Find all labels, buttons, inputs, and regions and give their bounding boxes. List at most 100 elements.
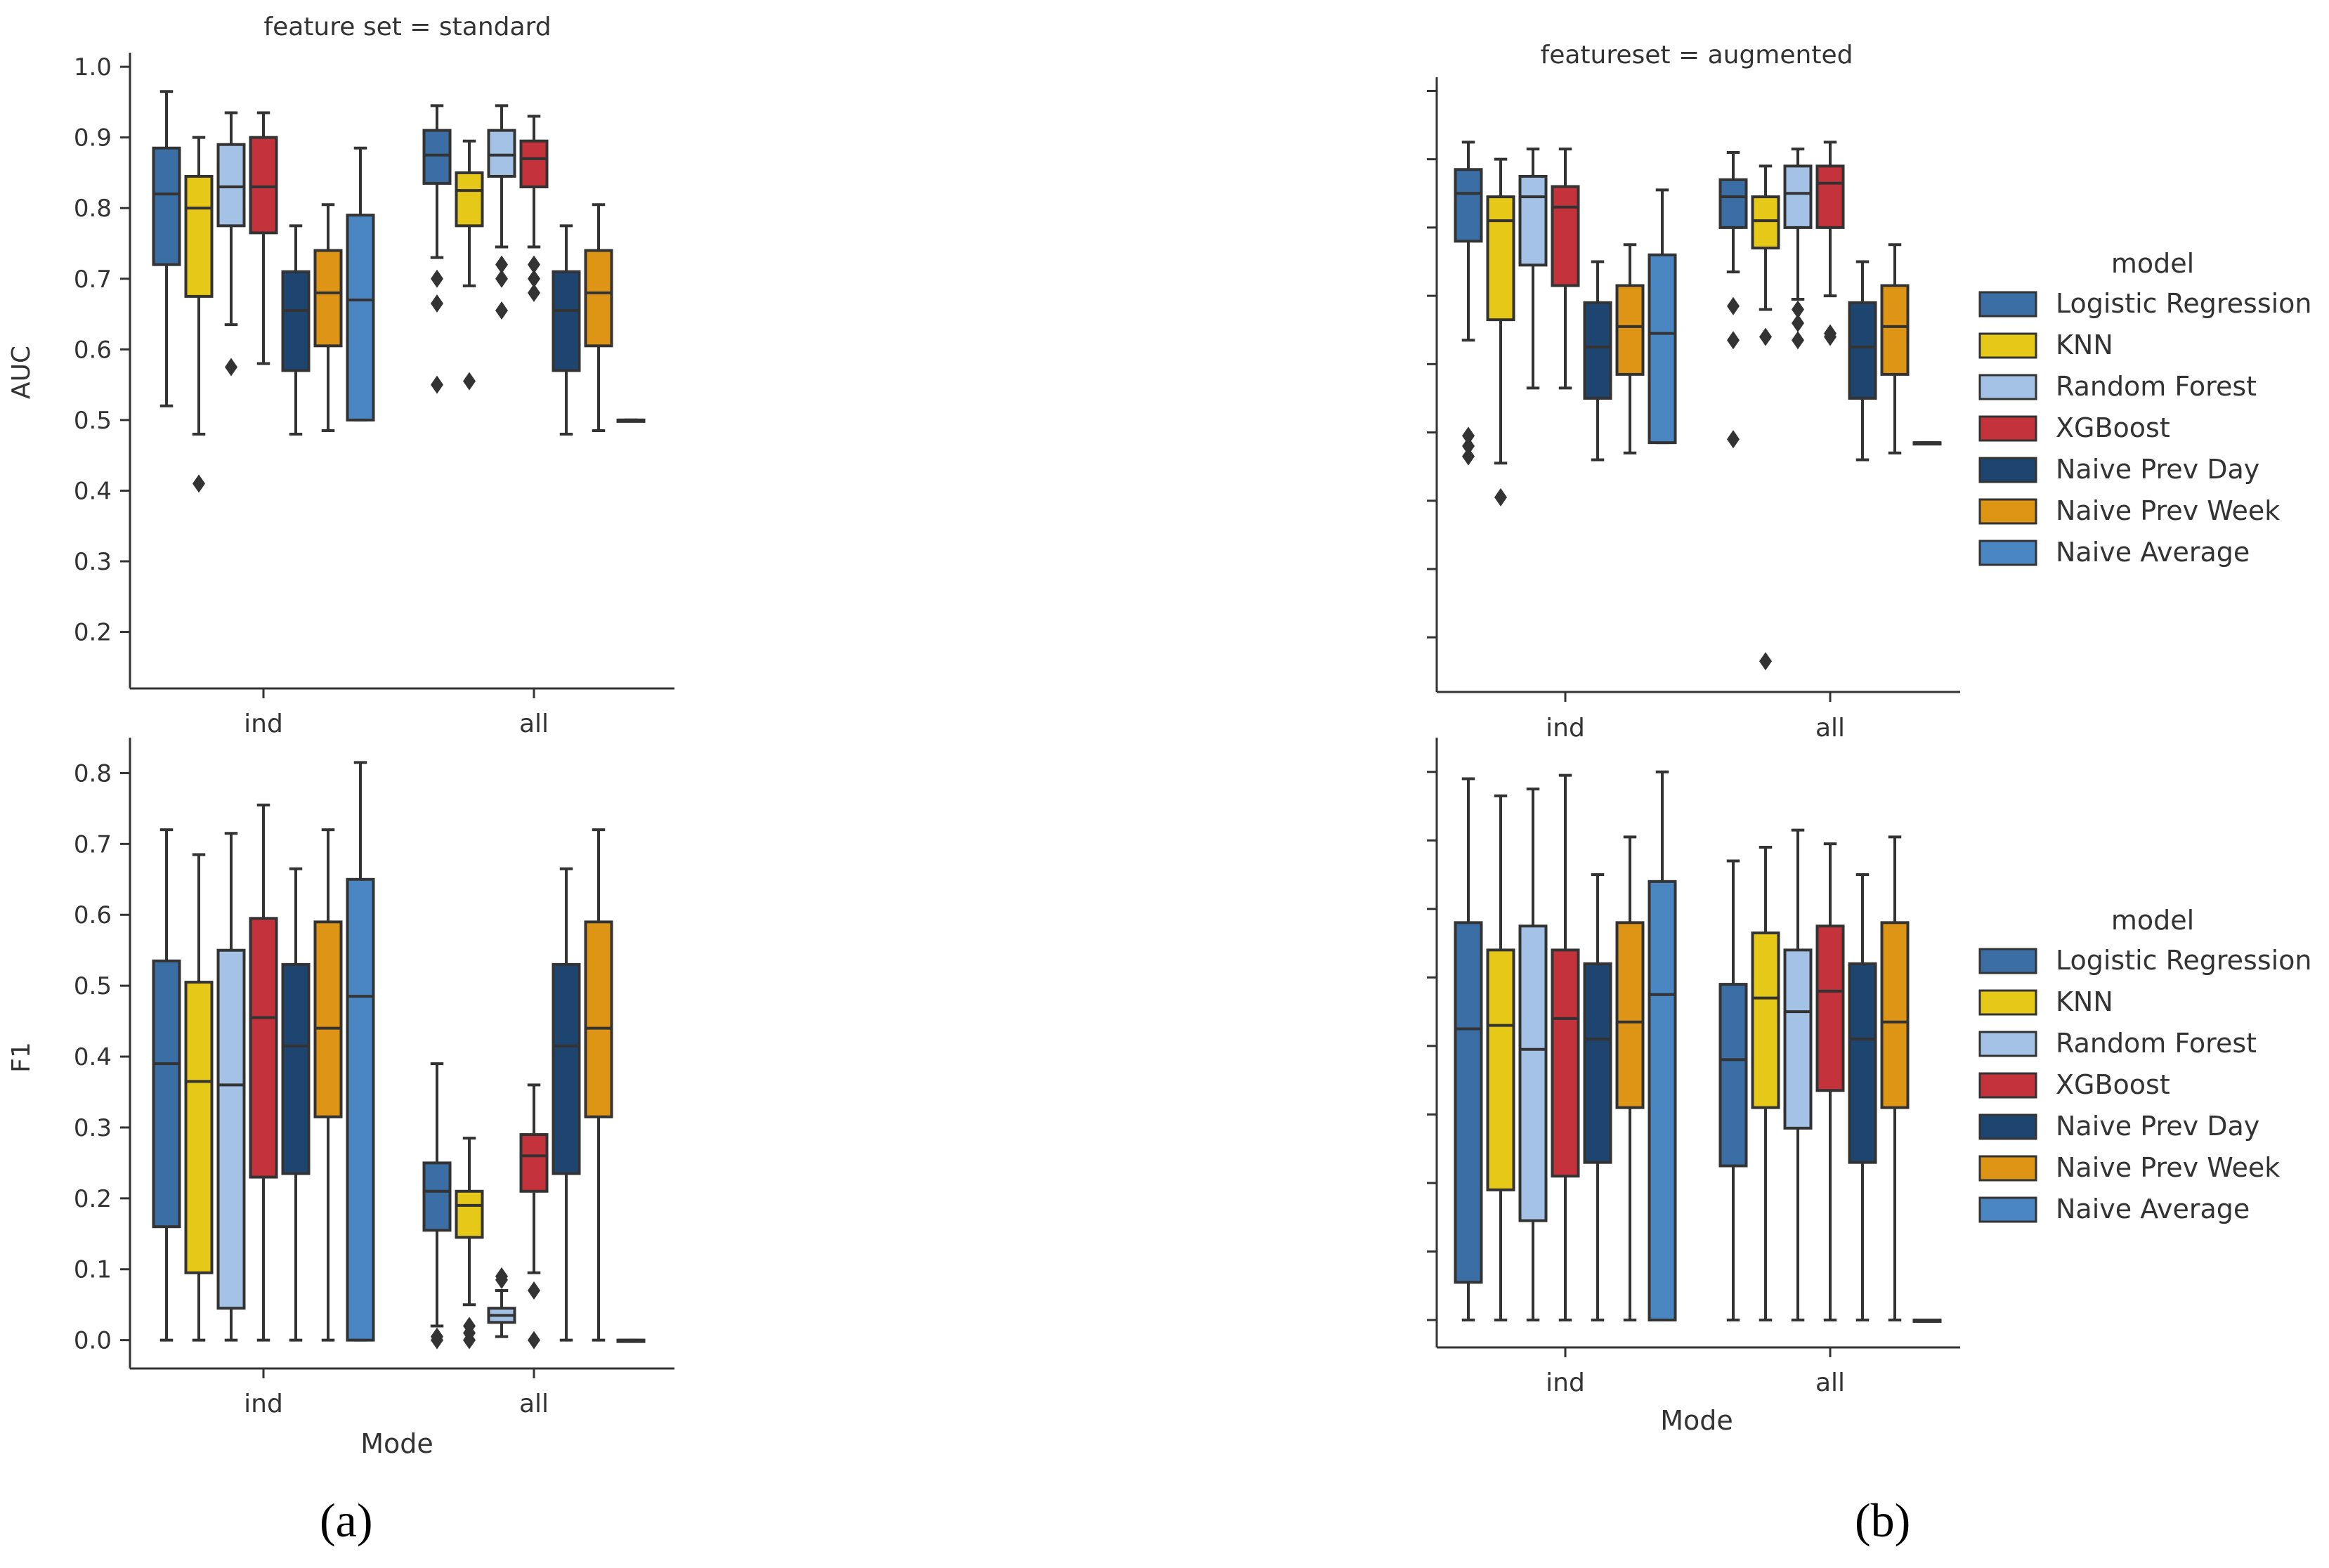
a_f1-flier-random-forest [495,1270,508,1289]
a_f1-xtick-label: all [519,1390,549,1418]
b_f1-xtick-label: ind [1546,1368,1585,1397]
a_auc-flier-xgboost [528,255,540,274]
a_f1-box-naive-prev-day [552,962,581,1175]
legend-0-title: model [2111,248,2194,279]
a_auc-box-naive-average [346,214,375,422]
a_auc-ytick-label: 0.8 [74,195,112,223]
legend-0-swatch-naive-prev-day [1978,457,2037,483]
b_auc-box-naive-prev-day [1848,301,1877,400]
a_auc-box-naive-prev-week [584,249,613,348]
a_f1-box-naive-average [346,877,375,1342]
b_auc-flier-random-forest [1792,300,1804,319]
legend-1-label-xgboost: XGBoost [2056,1069,2170,1100]
b_auc-box-xgboost [1815,164,1845,229]
legend-1-swatch-naive-average [1978,1196,2037,1223]
legend-0-label-logistic-regression: Logistic Regression [2056,288,2312,319]
a_auc-box-xgboost [249,136,278,235]
b_auc-flier-xgboost [1824,327,1837,346]
legend-0-swatch-naive-prev-week [1978,498,2037,525]
legend-1-label-naive-prev-day: Naive Prev Day [2056,1111,2259,1142]
legend-0-label-naive-average: Naive Average [2056,537,2250,568]
b_auc-xtick-label: ind [1546,714,1585,743]
a_f1-box-knn [455,1189,484,1239]
a_f1-box-xgboost [249,917,278,1179]
b_f1-box-naive-prev-day [1848,962,1877,1164]
a_f1-ytick-label: 0.0 [74,1327,112,1355]
a_auc-ytick-label: 0.4 [74,477,112,505]
a_f1-ytick-label: 0.2 [74,1185,112,1213]
b_f1-box-naive-prev-day [1583,962,1612,1164]
b_f1-box-naive-average [1648,880,1677,1321]
a_auc-xtick-label: all [519,710,549,738]
b_auc-flier-logistic-regression [1462,447,1475,466]
a_f1-box-naive-prev-week [584,920,613,1118]
b_auc-flier-random-forest [1792,314,1804,332]
legend-1-swatch-naive-prev-day [1978,1113,2037,1140]
a_f1-box-xgboost [519,1133,549,1193]
b_auc-flier-knn [1759,652,1772,671]
panel-label-b: (b) [1855,1494,1911,1547]
legend-1-label-logistic-regression: Logistic Regression [2056,945,2312,976]
a_auc-ytick-label: 0.7 [74,266,112,294]
b_f1-xtick-label: all [1815,1368,1845,1397]
a_auc-flier-knn [193,474,205,493]
a_f1-flier-knn [463,1317,476,1335]
a_auc-box-logistic-regression [422,129,452,185]
a_auc-box-xgboost [519,139,549,189]
legend-0-label-naive-prev-day: Naive Prev Day [2056,454,2259,485]
b_f1-box-naive-prev-week [1615,921,1645,1109]
legend-0-swatch-xgboost [1978,415,2037,442]
legend-0-label-knn: KNN [2056,329,2113,360]
legend-0-swatch-naive-average [1978,540,2037,566]
b_auc-flier-knn [1759,327,1772,346]
b_auc-box-naive-prev-day [1583,301,1612,400]
legend-0-swatch-random-forest [1978,374,2037,400]
a_auc-box-naive-prev-week [313,249,343,348]
a_auc-box-random-forest [487,129,516,178]
a_auc-flier-random-forest [495,255,508,274]
b_auc-box-xgboost [1551,185,1580,287]
a_f1-ylabel: F1 [7,1042,36,1073]
panel-label-a: (a) [320,1494,373,1547]
b_auc-box-naive-prev-week [1615,284,1645,376]
b_auc-title: featureset = augmented [1541,41,1853,70]
b_auc-flier-knn [1494,488,1507,507]
a_f1-box-logistic-regression [422,1161,452,1232]
a_f1-flier-xgboost [528,1331,540,1350]
a_auc-flier-xgboost [528,283,540,302]
a_f1-box-random-forest [216,948,246,1310]
b_f1-box-naive-prev-week [1880,921,1910,1109]
b_auc-flier-random-forest [1792,331,1804,350]
a_auc-ylabel: AUC [7,346,36,399]
a_auc-title: feature set = standard [263,13,551,41]
b_auc-flier-logistic-regression [1727,331,1740,350]
b_f1-box-xgboost [1551,948,1580,1178]
a_f1-box-logistic-regression [152,959,181,1229]
a_auc-box-knn [184,174,214,298]
a_auc-box-knn [455,171,484,228]
a_auc-flier-xgboost [528,269,540,288]
b_f1-box-logistic-regression [1718,983,1748,1168]
a_auc-ytick-label: 0.2 [74,619,112,647]
a_f1-ytick-label: 0.5 [74,972,112,1000]
b_auc-flier-logistic-regression [1462,426,1475,445]
a_f1-ytick-label: 0.4 [74,1043,112,1071]
a_f1-ytick-label: 0.6 [74,901,112,929]
a_f1-box-knn [184,981,214,1274]
b_auc-box-logistic-regression [1718,178,1748,229]
a_f1-ytick-label: 0.3 [74,1114,112,1142]
legend-1-swatch-naive-prev-week [1978,1155,2037,1182]
b_auc-box-random-forest [1518,174,1548,267]
a_auc-ytick-label: 0.9 [74,124,112,152]
b_f1-box-random-forest [1783,948,1813,1130]
b_f1-box-random-forest [1518,925,1548,1222]
a_auc-xtick-label: ind [244,710,283,738]
legend-0-swatch-logistic-regression [1978,291,2037,318]
a_auc-flier-random-forest [225,358,237,377]
b_auc-box-naive-average [1648,253,1677,445]
legend-0-label-naive-prev-week: Naive Prev Week [2056,495,2280,526]
b_auc-xtick-label: all [1815,714,1845,743]
b_f1-box-knn [1751,931,1780,1109]
b_auc-box-knn [1751,195,1780,250]
b_f1-box-xgboost [1815,925,1845,1092]
